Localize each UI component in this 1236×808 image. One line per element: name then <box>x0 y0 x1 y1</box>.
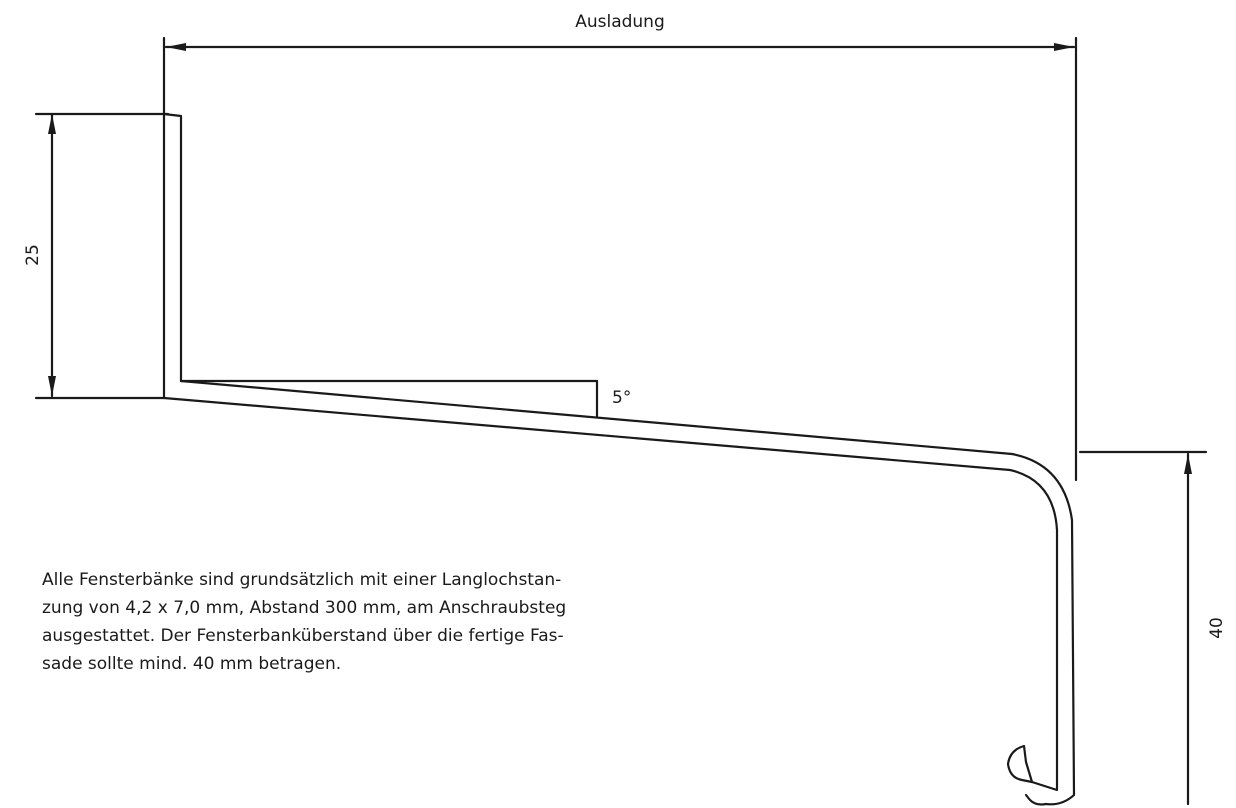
note-line-1: Alle Fensterbänke sind grundsätzlich mit… <box>42 570 562 590</box>
note-line-3: ausgestattet. Der Fensterbanküberstand ü… <box>42 626 564 646</box>
sill-profile-inner <box>162 396 1059 792</box>
note-line-2: zung von 4,2 x 7,0 mm, Abstand 300 mm, a… <box>42 598 567 618</box>
drip-hook-tip <box>1024 793 1048 806</box>
dimension-label-height-left: 25 <box>23 244 43 266</box>
drip-hook <box>1006 744 1034 784</box>
dimension-label-width: Ausladung <box>575 12 665 32</box>
dimension-label-height-right: 40 <box>1207 617 1227 639</box>
angle-label: 5° <box>612 388 631 408</box>
note-line-4: sade sollte mind. 40 mm betragen. <box>42 654 342 674</box>
sill-profile-outer <box>162 112 1076 806</box>
installation-note: Alle Fensterbänke sind grundsätzlich mit… <box>42 566 714 678</box>
